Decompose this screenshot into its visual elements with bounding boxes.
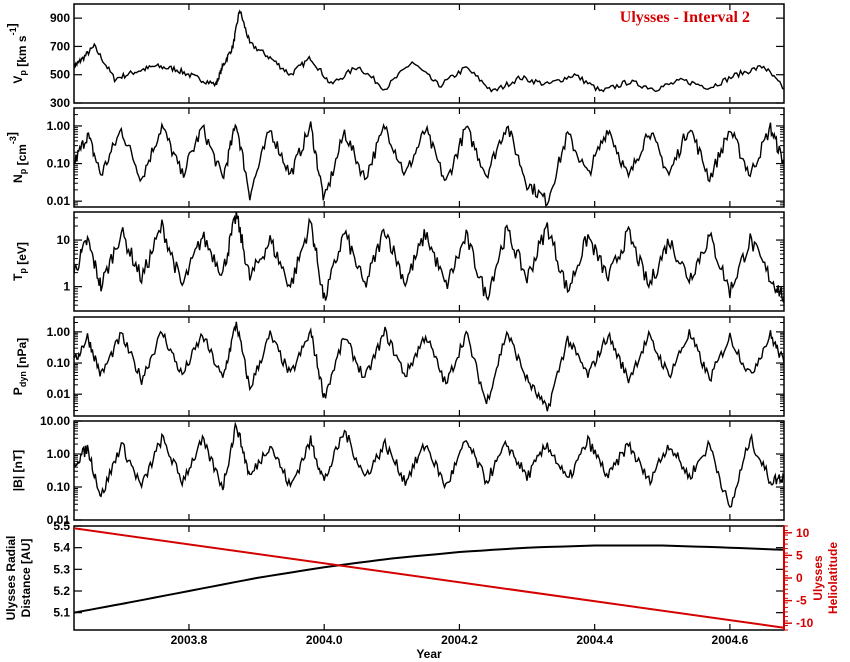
panel-frame [73, 107, 785, 208]
y-tick-label: 0.01 [47, 387, 71, 401]
series-line-1 [74, 321, 784, 412]
y-tick-label: 5.5 [53, 519, 70, 533]
y-tick-label: 1.00 [47, 119, 71, 133]
y2-tick-label: 5 [796, 548, 803, 562]
y-tick-label: 10.00 [40, 414, 70, 428]
series-line-2 [74, 527, 784, 629]
series-line-1 [74, 9, 784, 93]
y2-tick-label: 10 [796, 526, 810, 540]
y2-tick-label: 0 [796, 571, 803, 585]
x-tick-label: 2003.8 [171, 633, 208, 647]
panel-3: 1 10 Tp [eV] [11, 211, 785, 312]
series-line-1 [74, 544, 784, 614]
y-axis-label: |B| [nT] [11, 450, 25, 491]
panel-6: 5.1 5.2 5.3 5.4 5.5 Ulysses RadialDistance [A… [4, 519, 840, 661]
x-tick-label: 2004.0 [306, 633, 343, 647]
y-tick-label: 300 [50, 96, 70, 110]
x-tick-label: 2004.6 [712, 633, 749, 647]
panel-1: 300 500 700 900 Vp [km s-1] Ulysses - Interva… [5, 3, 785, 110]
y-tick-label: 10 [57, 233, 71, 247]
y-tick-label: 0.01 [47, 513, 71, 527]
y-tick-label: 0.10 [47, 480, 71, 494]
panel-2: 0.01 0.10 1.00 Np [cm-3] [5, 107, 785, 208]
panel-frame [73, 420, 785, 521]
right-axis-label: UlyssesHeliolatitude [811, 542, 840, 614]
series-line-1 [74, 421, 784, 508]
y-axis-label: Np [cm-3] [5, 132, 29, 183]
y-tick-label: 0.01 [47, 194, 71, 208]
series-line-1 [74, 212, 784, 304]
panel-frame [73, 316, 785, 417]
y-tick-label: 1.00 [47, 447, 71, 461]
y-axis-label: Ulysses RadialDistance [AU] [4, 536, 33, 621]
x-axis-label: Year [416, 647, 442, 661]
y-axis-label: Vp [km s-1] [5, 23, 29, 83]
y-tick-label: 5.4 [53, 541, 70, 555]
y-tick-label: 5.2 [53, 584, 70, 598]
x-tick-label: 2004.2 [441, 633, 478, 647]
y2-tick-label: -5 [796, 594, 807, 608]
panel-5: 0.01 0.10 1.00 10.00 |B| [nT] [11, 414, 785, 527]
y-tick-label: 500 [50, 68, 70, 82]
series-line-1 [74, 121, 784, 207]
y-tick-label: 5.3 [53, 562, 70, 576]
y-tick-label: 0.10 [47, 157, 71, 171]
panel-frame [73, 211, 785, 312]
panel-4: 0.01 0.10 1.00 Pdyn [nPa] [11, 316, 785, 417]
y2-tick-label: -10 [796, 616, 814, 630]
y-tick-label: 1.00 [47, 325, 71, 339]
y-tick-label: 5.1 [53, 606, 70, 620]
y-axis-label: Pdyn [nPa] [11, 338, 29, 395]
y-tick-label: 700 [50, 39, 70, 53]
y-tick-label: 1 [63, 280, 70, 294]
y-axis-label: Tp [eV] [11, 242, 29, 281]
y-tick-label: 0.10 [47, 356, 71, 370]
y-tick-label: 900 [50, 11, 70, 25]
figure-annotation: Ulysses - Interval 2 [620, 9, 750, 26]
x-tick-label: 2004.4 [576, 633, 613, 647]
panel-frame [73, 3, 785, 104]
